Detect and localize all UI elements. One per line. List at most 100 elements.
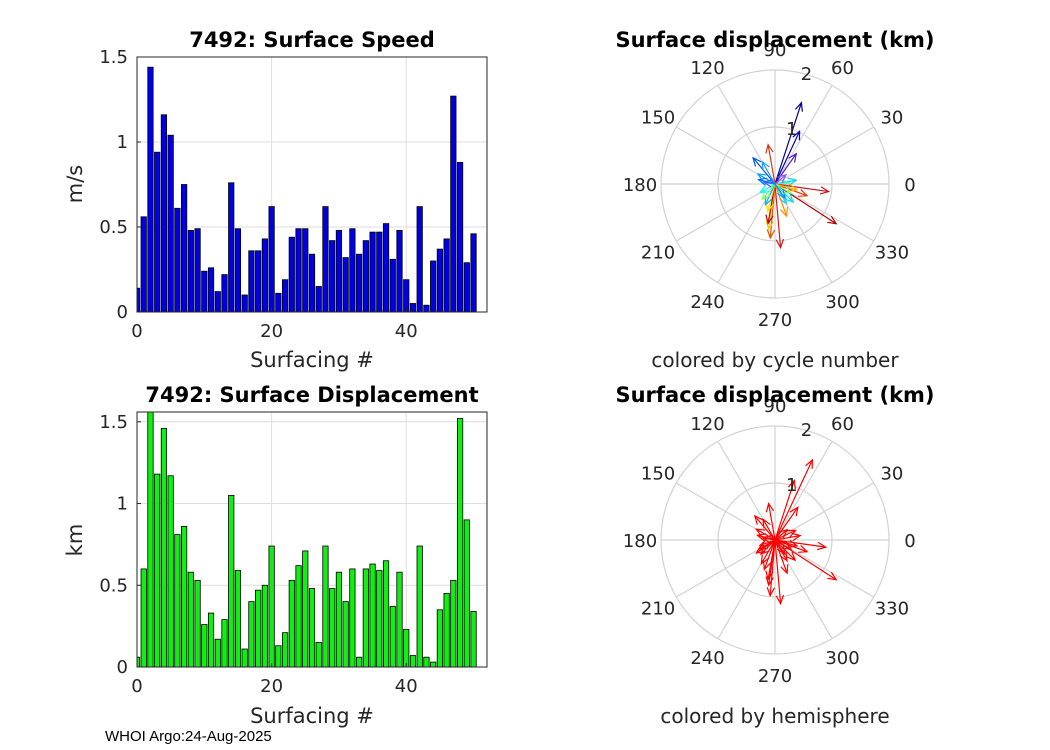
vector-arrowhead (779, 551, 788, 563)
polar-cycle-title: Surface displacement (km) (615, 28, 934, 52)
bar (174, 207, 181, 313)
vector-arrowhead (792, 129, 801, 141)
bar (288, 236, 295, 313)
bar (248, 601, 255, 668)
polar-angle-label: 270 (758, 310, 792, 331)
x-tick-label: 40 (395, 676, 418, 697)
vector-arrowhead (762, 179, 773, 188)
displacement-vector (774, 529, 796, 541)
vector-arrowhead (827, 215, 838, 225)
vector-arrowhead (786, 551, 797, 562)
vector-arrowhead (761, 190, 771, 201)
bar (201, 270, 208, 313)
polar-ring-label: 1 (786, 119, 797, 140)
vector-arrowhead (786, 529, 797, 538)
bar (255, 589, 262, 668)
polar-angle-label: 240 (690, 648, 724, 669)
vector-arrowhead (763, 560, 771, 571)
polar-angle-label: 210 (641, 599, 675, 620)
vector-arrowhead (766, 586, 776, 598)
bar (443, 238, 450, 313)
vector-arrowhead (765, 202, 774, 213)
vector-arrowhead (819, 186, 831, 195)
bar (456, 161, 464, 313)
bar (167, 475, 174, 668)
bar (470, 233, 477, 313)
polar-angle-label: 180 (623, 175, 657, 196)
bar (329, 240, 336, 313)
bar (281, 279, 289, 313)
vector-arrowhead (758, 184, 770, 194)
vector-arrowhead (784, 193, 795, 204)
bar (450, 95, 457, 313)
vector-arrowhead (760, 554, 769, 565)
bar (423, 656, 430, 668)
bar (389, 606, 396, 668)
bar (207, 267, 215, 313)
vector-arrowhead (757, 177, 768, 186)
polar-angle-label: 0 (904, 531, 915, 552)
bar (147, 66, 154, 313)
vector-arrowhead (787, 177, 798, 186)
bar (443, 593, 450, 668)
vector-arrowhead (755, 545, 766, 554)
bar (234, 570, 242, 668)
bar (436, 248, 443, 313)
displacement-vector (774, 183, 782, 248)
displacement-vector (774, 539, 788, 574)
bar (214, 291, 221, 313)
y-tick-label: 0 (117, 302, 128, 323)
bar (308, 253, 316, 313)
vector-arrowhead (798, 189, 809, 197)
bar (322, 206, 329, 313)
bar (261, 584, 268, 668)
displacement-x-axis-label: Surfacing # (250, 704, 374, 728)
bar (194, 228, 201, 313)
vector-arrowhead (762, 517, 771, 529)
vector-arrowhead (765, 570, 774, 581)
x-tick-label: 0 (131, 676, 142, 697)
bar (214, 638, 221, 668)
displacement-vector (755, 539, 776, 554)
bar (302, 228, 309, 313)
bar (349, 228, 356, 313)
polar-angle-label: 180 (623, 531, 657, 552)
bar (396, 229, 403, 313)
speed-axes-box (136, 56, 488, 313)
bar (154, 473, 161, 668)
vector-arrowhead (781, 185, 793, 194)
bar (288, 579, 295, 668)
polar-angle-label: 120 (690, 414, 724, 435)
vector-arrowhead (781, 541, 793, 550)
vector-arrowhead (788, 152, 798, 163)
displacement-vector (757, 173, 776, 185)
bar (275, 292, 282, 313)
y-tick-label: 1.5 (99, 412, 128, 433)
y-tick-label: 1 (117, 494, 128, 515)
displacement-vector (774, 131, 801, 185)
displacement-vector (774, 153, 797, 185)
polar-angle-label: 60 (831, 414, 854, 435)
bar (308, 588, 316, 668)
bar (436, 609, 443, 668)
vector-arrowhead (775, 238, 785, 250)
displacement-vector (774, 480, 795, 541)
displacement-vector (774, 183, 788, 217)
bar (167, 134, 174, 313)
bar (403, 279, 410, 313)
displacement-vector (774, 539, 826, 548)
bar (160, 427, 168, 668)
vector-arrowhead (752, 156, 762, 167)
displacement-vector (761, 161, 776, 185)
vector-arrowhead (766, 229, 776, 240)
vector-arrowhead (777, 173, 788, 184)
bar (389, 258, 396, 313)
bar (416, 206, 423, 313)
bar (302, 550, 309, 668)
bar (187, 229, 194, 313)
bar (356, 253, 363, 313)
credit-footer: WHOI Argo:24-Aug-2025 (105, 728, 272, 745)
bar (228, 494, 235, 668)
bar (396, 571, 403, 668)
